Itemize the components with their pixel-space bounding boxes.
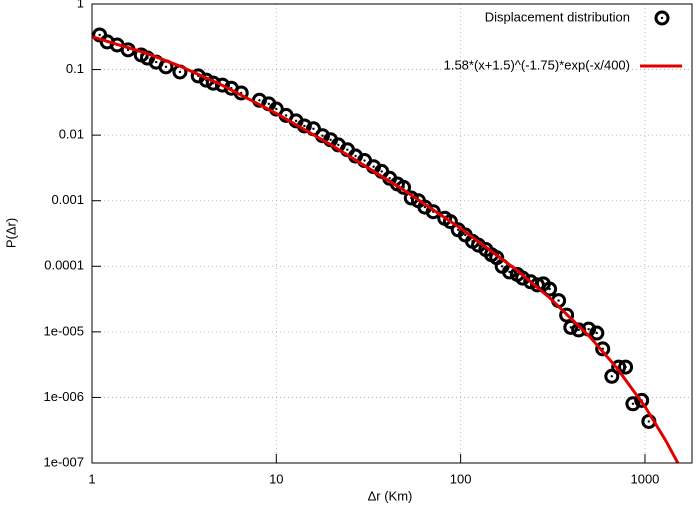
point-dot: [595, 331, 599, 335]
data-point: [618, 359, 634, 375]
axis-layer: 1 10 100 1000 1 0.1 0.01 0.001 0.0001 1e-005 1e-00…: [44, 0, 660, 486]
data-point: [604, 368, 620, 384]
point-dot: [372, 165, 375, 168]
point-dot: [337, 143, 340, 147]
point-dot: [647, 420, 651, 423]
point-ring: [515, 270, 531, 286]
point-dot: [631, 402, 635, 405]
point-dot: [164, 65, 168, 69]
y-tick-label: 1e-006: [44, 389, 84, 404]
y-tick-label: 0.001: [51, 192, 84, 207]
data-point: [625, 396, 641, 412]
y-axis-label: P(Δr): [3, 218, 18, 248]
legend: Displacement distribution 1.58*(x+1.5)^(-…: [444, 9, 682, 72]
point-dot: [312, 127, 315, 130]
point-dot: [346, 148, 349, 151]
y-tick-label: 0.0001: [44, 258, 84, 273]
y-tick-label: 1e-007: [44, 454, 84, 469]
point-dot: [294, 119, 298, 123]
point-dot: [275, 107, 278, 111]
point-ring: [589, 325, 605, 341]
data-point: [589, 325, 605, 341]
point-dot: [624, 365, 627, 369]
point-dot: [178, 70, 182, 74]
point-dot: [456, 228, 460, 232]
y-tick-label: 0.01: [59, 127, 84, 142]
grid-layer: [91, 3, 692, 464]
point-dot: [258, 99, 261, 102]
point-dot: [477, 243, 480, 247]
point-dot: [329, 138, 332, 141]
point-dot: [500, 265, 504, 268]
point-dot: [267, 102, 270, 106]
point-ring: [604, 368, 620, 384]
x-axis-label: Δr (Km): [368, 488, 413, 503]
data-point: [563, 319, 579, 335]
x-tick-label: 10: [269, 471, 283, 486]
point-ring: [442, 214, 458, 230]
point-dot: [154, 60, 158, 64]
plot-frame: [91, 3, 693, 464]
data-layer: [92, 27, 680, 463]
x-tick-label: 1000: [630, 471, 659, 486]
point-dot: [321, 134, 324, 137]
point-dot: [577, 328, 580, 332]
point-ring: [625, 396, 641, 412]
point-dot: [98, 33, 101, 37]
data-point: [542, 281, 558, 297]
point-dot: [303, 124, 306, 128]
point-ring: [559, 307, 575, 323]
y-tick-label: 1e-005: [44, 323, 84, 338]
point-ring: [214, 77, 230, 93]
point-dot: [380, 170, 383, 173]
legend-marker: [654, 10, 670, 26]
point-dot: [354, 154, 357, 158]
point-dot: [587, 327, 590, 331]
x-tick-label: 100: [450, 471, 472, 486]
legend-marker-dot: [660, 16, 664, 20]
fit-line: [92, 35, 680, 463]
point-dot: [388, 177, 391, 180]
y-tick-label: 0.1: [66, 61, 84, 76]
point-dot: [548, 287, 551, 291]
legend-label: 1.58*(x+1.5)^(-1.75)*exp(-x/400): [444, 57, 630, 72]
point-ring: [563, 319, 579, 335]
point-dot: [464, 233, 467, 237]
point-ring: [542, 281, 558, 297]
point-dot: [569, 326, 572, 329]
point-dot: [508, 270, 511, 274]
point-ring: [618, 359, 634, 375]
point-dot: [610, 375, 614, 378]
point-dot: [363, 159, 366, 162]
point-ring: [595, 341, 611, 357]
legend-label: Displacement distribution: [485, 9, 630, 24]
point-ring: [425, 204, 441, 220]
y-tick-label: 1: [77, 0, 84, 10]
point-dot: [146, 56, 149, 60]
x-tick-label: 1: [88, 471, 95, 486]
point-ring: [634, 392, 650, 408]
point-dot: [557, 299, 560, 302]
point-dot: [284, 114, 288, 117]
